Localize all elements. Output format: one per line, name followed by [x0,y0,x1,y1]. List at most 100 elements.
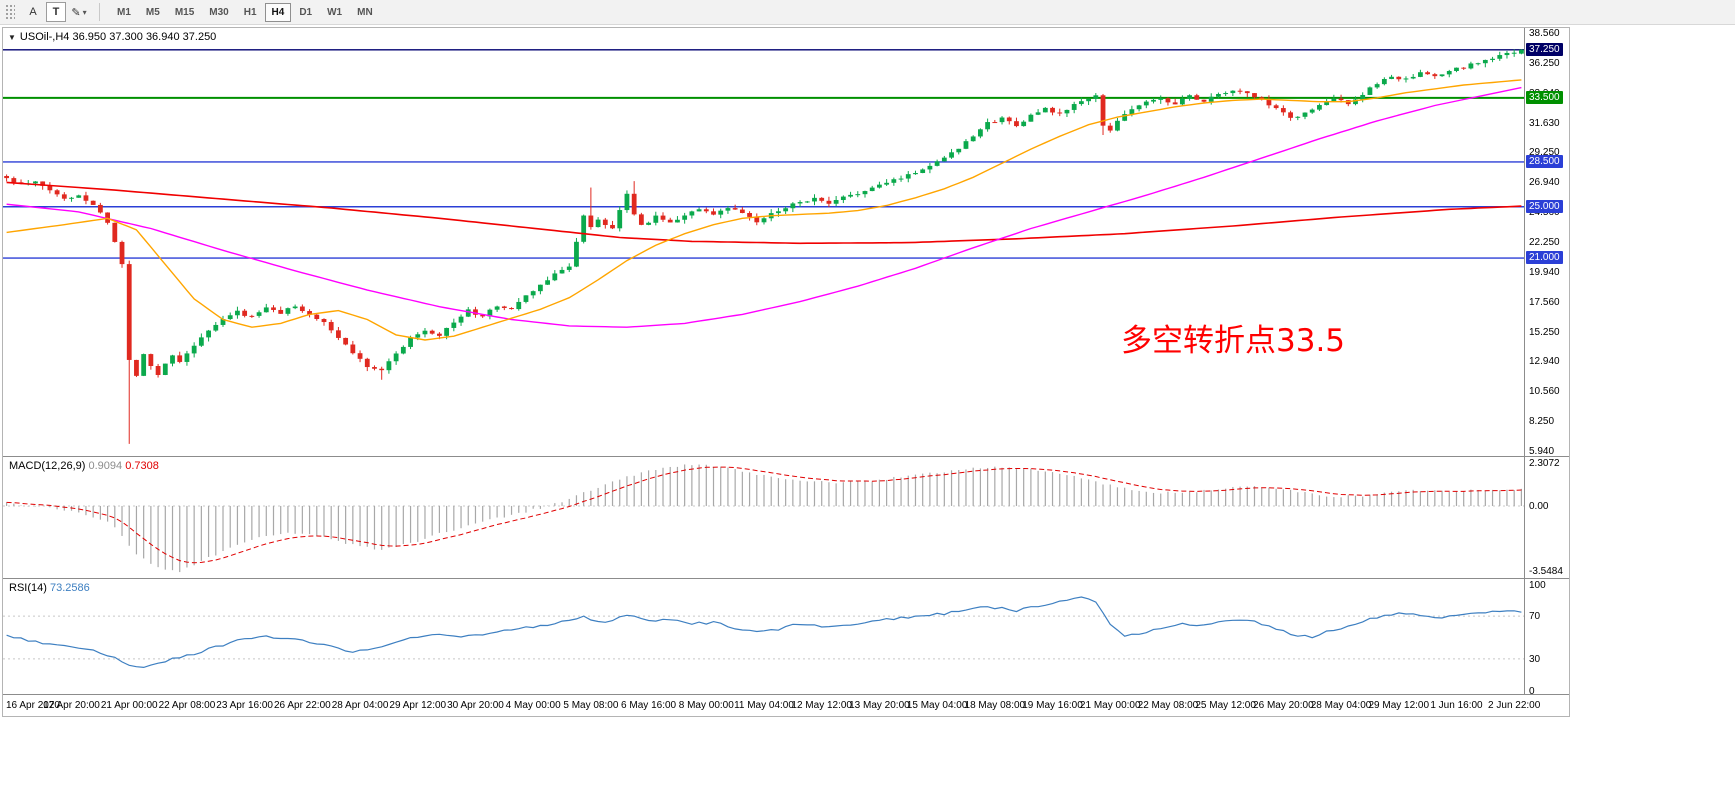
rsi-tick-label: 100 [1529,580,1546,591]
ma-orange-line [6,79,1522,341]
rsi-line [6,596,1522,669]
rsi-label: RSI(14) 73.2586 [9,582,90,594]
price-axis[interactable]: 38.56036.25033.94031.63029.25026.94024.5… [1525,28,1569,716]
macd-name: MACD(12,26,9) [9,460,86,472]
trade-panel-arrow-icon[interactable]: ▼ [8,33,16,42]
rsi-name: RSI(14) [9,582,47,594]
time-tick-label: 18 May 08:00 [964,700,1026,711]
high-value: 37.300 [109,31,143,43]
time-tick-label: 21 Apr 00:00 [100,700,158,711]
draw-tool-button[interactable]: ✎ ▾ [69,2,89,22]
pane-separator[interactable] [3,456,1569,457]
macd-signal-value: 0.7308 [125,460,159,472]
time-tick-label: 16 Apr 2020 [6,700,60,711]
price-line-label: 21.000 [1526,251,1563,265]
time-tick-label: 28 Apr 04:00 [331,700,389,711]
ma-red-line [6,181,1522,245]
price-axis-separator [1524,28,1525,694]
timeframe-w1-button[interactable]: W1 [320,3,349,22]
toolbar-separator [99,3,100,21]
toolbar-grip-icon[interactable] [5,4,15,20]
time-tick-label: 17 Apr 20:00 [43,700,100,711]
price-tick-label: 26.940 [1529,177,1560,189]
price-line-label: 28.500 [1526,154,1563,168]
pane-separator[interactable] [3,694,1569,695]
horizontal-level-lines [3,49,1525,259]
time-tick-label: 29 Apr 12:00 [389,700,447,711]
price-tick-label: 38.560 [1529,28,1560,39]
timeframe-h4-button[interactable]: H4 [264,2,292,22]
pencil-icon: ✎ [71,6,81,19]
chart-ohlc-label: ▼ USOil-,H4 36.950 37.300 36.940 37.250 [8,31,216,43]
time-tick-label: 19 May 16:00 [1022,700,1083,711]
macd-main-value: 0.9094 [88,460,123,472]
time-tick-label: 22 May 08:00 [1137,700,1199,711]
price-tick-label: 15.250 [1529,326,1560,338]
timeframe-h1-button[interactable]: H1 [237,3,264,22]
timeframe-bar: M1 M5 M15 M30 H1 H4 D1 W1 MN [110,2,380,22]
time-tick-label: 25 May 12:00 [1195,700,1256,711]
price-chart-canvas[interactable] [3,28,1525,456]
time-tick-label: 26 May 20:00 [1253,700,1314,711]
rsi-tick-label: 70 [1529,611,1541,623]
time-tick-label: 1 Jun 16:00 [1430,700,1483,711]
timeframe-m1-button[interactable]: M1 [110,3,138,22]
timeframe-m15-button[interactable]: M15 [168,3,201,22]
price-tick-label: 8.250 [1529,416,1555,428]
timeframe-m30-button[interactable]: M30 [202,3,235,22]
rsi-tick-label: 30 [1529,653,1541,665]
macd-tick-label: 2.3072 [1529,458,1560,469]
symbol-period-label: USOil-,H4 [19,31,70,43]
price-tick-label: 19.940 [1529,266,1560,278]
rsi-value: 73.2586 [49,582,90,594]
rsi-indicator-canvas[interactable] [3,579,1525,694]
macd-indicator-canvas[interactable] [3,457,1525,578]
time-tick-label: 5 May 08:00 [563,700,619,711]
time-tick-label: 22 Apr 08:00 [158,700,216,711]
price-tick-label: 12.940 [1529,356,1560,368]
time-tick-label: 12 May 12:00 [791,700,853,711]
time-tick-label: 2 Jun 22:00 [1488,700,1541,711]
chart-text-annotation: 多空转折点33.5 [1121,323,1346,359]
macd-label: MACD(12,26,9) 0.9094 0.7308 [9,460,159,472]
price-line-label: 25.000 [1526,199,1563,213]
time-axis[interactable]: 16 Apr 2020 17 Apr 20:00 21 Apr 00:00 22 Ap… [3,695,1569,717]
price-tick-label: 10.560 [1529,386,1560,398]
price-tick-label: 31.630 [1529,117,1560,129]
price-line-label: 37.250 [1526,42,1563,56]
text-tool-button[interactable]: T [46,2,66,22]
price-tick-label: 17.560 [1529,296,1560,308]
chart-window: ▼ USOil-,H4 36.950 37.300 36.940 37.250 M… [2,27,1570,717]
pane-separator[interactable] [3,578,1569,579]
macd-tick-label: -3.5484 [1529,566,1563,577]
time-tick-label: 15 May 04:00 [906,700,968,711]
macd-tick-label: 0.00 [1529,500,1549,512]
price-tick-label: 36.250 [1529,57,1560,69]
timeframe-mn-button[interactable]: MN [350,3,380,22]
time-tick-label: 23 Apr 16:00 [216,700,273,711]
timeframe-m5-button[interactable]: M5 [139,3,167,22]
time-tick-label: 11 May 04:00 [734,700,794,711]
time-tick-label: 26 Apr 22:00 [273,700,331,711]
timeframe-d1-button[interactable]: D1 [292,3,319,22]
open-value: 36.950 [72,31,107,43]
macd-histogram [6,464,1522,573]
time-tick-label: 28 May 04:00 [1310,700,1372,711]
top-toolbar: A T ✎ ▾ M1 M5 M15 M30 H1 H4 D1 W1 MN [0,0,1735,25]
font-tool-button[interactable]: A [23,2,43,22]
rsi-tick-label: 0 [1529,686,1535,697]
time-tick-label: 30 Apr 20:00 [447,700,504,711]
candlesticks [4,49,1524,444]
low-value: 36.940 [145,31,180,43]
price-tick-label: 29.250 [1529,147,1560,159]
time-tick-label: 29 May 12:00 [1368,700,1430,711]
time-tick-label: 13 May 20:00 [849,700,910,711]
price-tick-label: 5.940 [1529,445,1555,457]
macd-signal-line [6,466,1522,564]
close-value: 37.250 [182,31,217,43]
time-tick-label: 8 May 00:00 [678,700,734,711]
price-tick-label: 22.250 [1529,236,1560,248]
ma-magenta-line [6,86,1522,328]
time-tick-label: 6 May 16:00 [621,700,677,711]
time-tick-label: 4 May 00:00 [505,700,561,711]
